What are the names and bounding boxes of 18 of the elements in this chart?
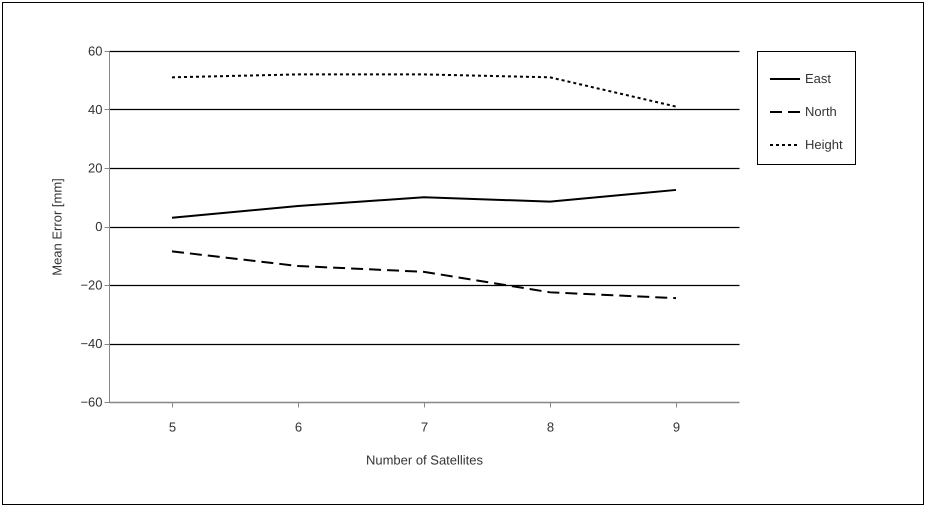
legend-label: East — [805, 71, 832, 86]
legend-label: North — [805, 104, 837, 119]
x-tick-label: 7 — [420, 420, 428, 434]
y-tick-label: 0 — [95, 219, 102, 234]
x-tick-label: 8 — [546, 420, 554, 434]
legend-label: Height — [805, 137, 843, 152]
y-tick-label: −60 — [80, 394, 102, 410]
y-tick-label: −40 — [80, 336, 102, 351]
y-tick-label: −20 — [80, 278, 102, 292]
x-tick-label: 6 — [294, 420, 302, 434]
y-tick-label: 40 — [88, 102, 102, 117]
y-tick-label: 60 — [88, 44, 102, 58]
x-tick-label: 5 — [168, 420, 176, 434]
x-axis-title: Number of Satellites — [366, 452, 484, 468]
line-series — [171, 188, 677, 219]
y-axis-title: Mean Error [mm] — [49, 178, 64, 276]
y-tick-label: 20 — [88, 160, 102, 176]
x-tick-label: 9 — [672, 420, 680, 434]
